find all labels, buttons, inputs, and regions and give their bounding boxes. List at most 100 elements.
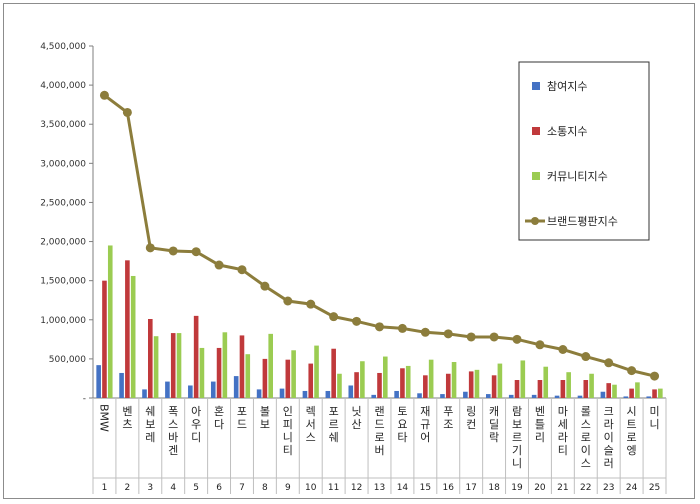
x-rank-label: 14 (397, 483, 409, 493)
x-rank-label: 17 (465, 483, 476, 493)
y-tick-label: - (83, 394, 86, 404)
brand-reputation-point (397, 323, 407, 333)
bar-communication (216, 347, 222, 398)
x-rank-label: 7 (239, 483, 245, 493)
y-tick-label: 2,000,000 (40, 238, 86, 248)
bar-participation (646, 396, 652, 398)
bar-participation (486, 394, 491, 398)
legend-swatch (532, 82, 540, 90)
brand-reputation-point (650, 371, 660, 381)
bar-participation (440, 394, 445, 398)
bar-community (176, 333, 182, 398)
brand-reputation-point (191, 247, 201, 257)
brand-reputation-point (627, 366, 637, 376)
legend-label: 브랜드평판지수 (547, 215, 618, 228)
brand-reputation-point (329, 312, 339, 322)
x-rank-label: 8 (262, 483, 268, 493)
bar-community (291, 350, 296, 398)
x-rank-label: 11 (328, 483, 339, 493)
x-rank-label: 13 (374, 483, 385, 493)
bar-communication (377, 372, 382, 398)
bar-participation (600, 391, 606, 398)
y-tick-label: 4,500,000 (40, 42, 86, 52)
bar-communication (239, 335, 245, 398)
bar-community (107, 245, 113, 398)
bar-participation (96, 365, 101, 398)
brand-reputation-point (489, 332, 499, 342)
bar-communication (537, 380, 543, 398)
x-rank-label: 18 (488, 483, 500, 493)
chart-frame: - 500,000 1,000,000 1,500,000 2,000,000 2,500… (3, 3, 695, 499)
bar-community (520, 360, 526, 398)
x-rank-label: 16 (443, 483, 455, 493)
bar-participation (554, 395, 560, 398)
bar-community (658, 388, 663, 398)
bar-community (566, 372, 571, 398)
bar-communication (170, 333, 176, 398)
bar-communication (583, 380, 589, 398)
bar-participation (188, 385, 193, 398)
bar-community (635, 382, 640, 398)
brand-reputation-point (581, 352, 591, 362)
brand-reputation-point (558, 345, 568, 355)
x-rank-label: 5 (193, 483, 199, 493)
bar-community (314, 345, 319, 398)
bar-communication (102, 280, 107, 398)
x-rank-label: 19 (511, 483, 523, 493)
bar-communication (285, 359, 291, 398)
bar-community (451, 362, 457, 398)
x-rank-label: 2 (125, 483, 131, 493)
y-tick-label: 1,500,000 (40, 277, 86, 287)
bar-community (543, 366, 549, 398)
x-rank-label: 10 (305, 483, 317, 493)
x-rank-label: 15 (420, 483, 431, 493)
bar-community (222, 332, 228, 398)
y-tick-label: 2,500,000 (40, 198, 86, 208)
brand-reputation-point (260, 281, 270, 291)
bar-participation (348, 385, 354, 398)
bar-participation (302, 390, 308, 398)
brand-reputation-point (283, 296, 293, 306)
brand-reputation-point (168, 246, 178, 256)
bar-community (589, 373, 594, 398)
x-rank-label: 1 (102, 483, 108, 493)
bar-community (497, 363, 503, 398)
bar-communication (354, 372, 359, 398)
x-rank-label: 3 (147, 483, 153, 493)
brand-reputation-point (604, 358, 614, 368)
bar-communication (652, 389, 657, 398)
bar-communication (193, 315, 199, 398)
x-category-label: BMW (97, 404, 110, 432)
bar-participation (508, 394, 514, 398)
x-rank-label: 4 (170, 483, 176, 493)
legend-box (518, 61, 650, 241)
legend-swatch (532, 172, 540, 180)
bar-participation (371, 394, 376, 398)
bar-community (474, 369, 480, 398)
brand-reputation-point (306, 299, 316, 309)
bar-community (612, 384, 617, 398)
legend-swatch (532, 127, 540, 135)
bar-communication (148, 318, 153, 398)
bar-participation (256, 389, 262, 398)
brand-reputation-chart: - 500,000 1,000,000 1,500,000 2,000,000 2,500… (40, 42, 667, 494)
bar-communication (606, 383, 611, 398)
y-tick-label: 3,500,000 (40, 120, 86, 130)
x-rank-label: 12 (351, 483, 362, 493)
